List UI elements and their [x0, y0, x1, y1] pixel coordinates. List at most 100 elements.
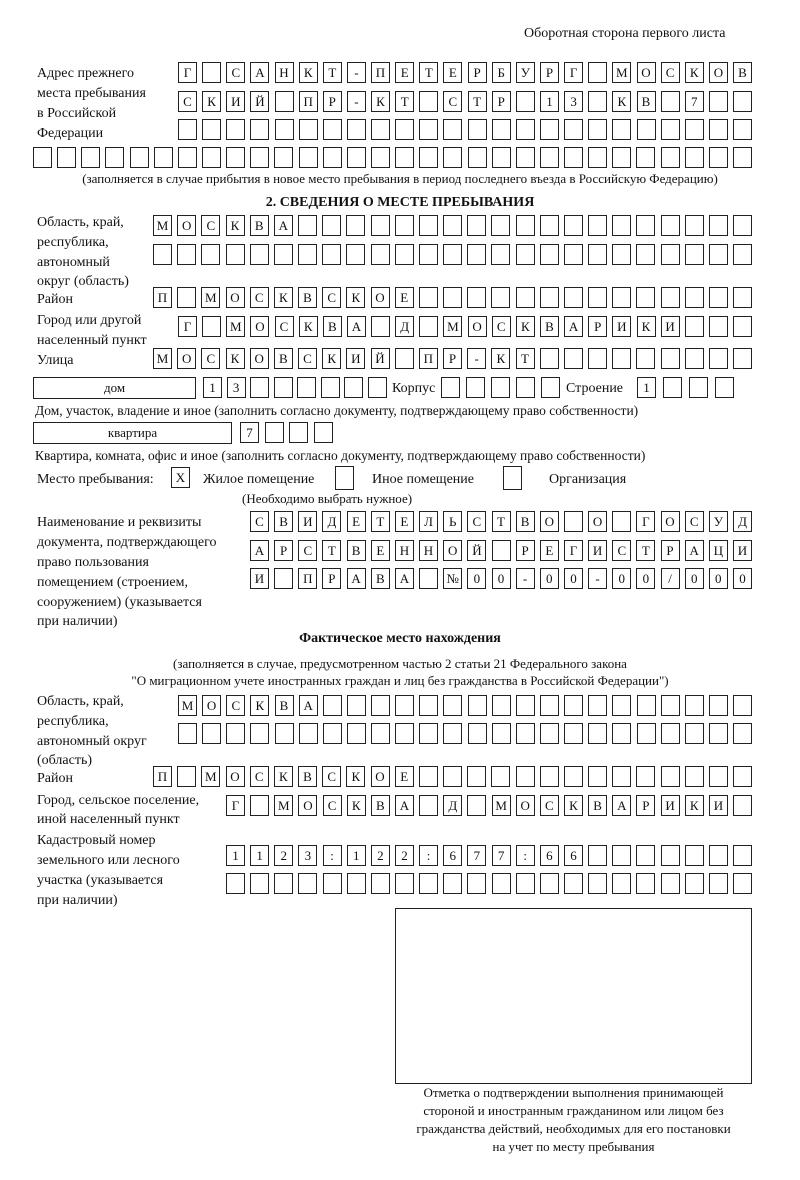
char-box[interactable]: Т — [636, 540, 656, 561]
char-box[interactable] — [708, 287, 728, 308]
char-box[interactable] — [660, 244, 680, 265]
char-box[interactable]: / — [660, 568, 680, 589]
char-box[interactable]: И — [612, 316, 632, 337]
char-box[interactable]: 0 — [467, 568, 487, 589]
char-box[interactable]: С — [178, 91, 197, 112]
char-box[interactable] — [491, 873, 511, 894]
char-box[interactable]: К — [273, 287, 293, 308]
char-box[interactable]: П — [153, 287, 172, 308]
char-box[interactable] — [346, 873, 366, 894]
char-box[interactable] — [733, 695, 752, 716]
char-box[interactable]: Р — [467, 62, 487, 83]
char-box[interactable] — [588, 147, 608, 168]
char-box[interactable] — [541, 377, 560, 398]
char-box[interactable]: И — [708, 795, 728, 816]
char-box[interactable]: К — [684, 62, 704, 83]
char-box[interactable] — [371, 723, 390, 744]
char-box[interactable] — [202, 147, 221, 168]
char-box[interactable] — [467, 723, 487, 744]
char-box[interactable] — [370, 215, 390, 236]
char-box[interactable] — [689, 377, 708, 398]
char-box[interactable] — [419, 873, 439, 894]
char-box[interactable] — [708, 766, 728, 787]
char-box[interactable] — [564, 147, 583, 168]
char-box[interactable] — [443, 215, 462, 236]
char-box[interactable] — [419, 795, 439, 816]
char-box[interactable]: С — [201, 348, 221, 369]
char-box[interactable]: 1 — [203, 377, 222, 398]
char-box[interactable]: В — [370, 795, 390, 816]
char-box[interactable]: Р — [322, 568, 342, 589]
char-box[interactable] — [515, 695, 535, 716]
char-box[interactable]: Т — [370, 511, 390, 532]
char-box[interactable]: Е — [394, 511, 414, 532]
char-box[interactable] — [636, 348, 656, 369]
char-box[interactable]: 2 — [370, 845, 390, 866]
char-box[interactable] — [684, 119, 704, 140]
char-box[interactable] — [371, 695, 390, 716]
char-box[interactable]: 2 — [274, 845, 294, 866]
char-box[interactable]: О — [370, 287, 390, 308]
char-box[interactable]: А — [612, 795, 632, 816]
char-box[interactable] — [226, 119, 246, 140]
char-box[interactable] — [563, 348, 583, 369]
char-box[interactable]: 6 — [564, 845, 583, 866]
char-box[interactable] — [177, 244, 197, 265]
char-box[interactable]: С — [249, 287, 269, 308]
char-box[interactable] — [708, 215, 728, 236]
char-box[interactable] — [419, 316, 439, 337]
char-box[interactable] — [539, 287, 559, 308]
char-box[interactable] — [684, 873, 704, 894]
char-box[interactable]: У — [708, 511, 728, 532]
char-box[interactable] — [202, 119, 222, 140]
char-box[interactable] — [419, 147, 439, 168]
char-box[interactable]: К — [250, 695, 270, 716]
char-box[interactable] — [298, 147, 318, 168]
char-box[interactable]: Г — [564, 540, 583, 561]
char-box[interactable] — [612, 119, 632, 140]
char-box[interactable]: И — [588, 540, 608, 561]
char-box[interactable]: 0 — [612, 568, 632, 589]
char-box[interactable]: Й — [467, 540, 487, 561]
char-box[interactable]: В — [273, 348, 293, 369]
stay-option-checkbox-residential[interactable]: X — [171, 467, 190, 488]
char-box[interactable]: 0 — [684, 568, 704, 589]
char-box[interactable] — [491, 695, 511, 716]
char-box[interactable]: О — [515, 795, 535, 816]
char-box[interactable] — [491, 723, 511, 744]
char-box[interactable]: Е — [539, 540, 559, 561]
char-box[interactable] — [314, 422, 333, 443]
char-box[interactable] — [636, 723, 656, 744]
char-box[interactable]: И — [660, 316, 680, 337]
char-box[interactable] — [515, 91, 535, 112]
char-box[interactable] — [612, 723, 632, 744]
char-box[interactable]: А — [298, 695, 318, 716]
char-box[interactable]: И — [733, 540, 752, 561]
char-box[interactable] — [368, 377, 387, 398]
char-box[interactable] — [563, 244, 583, 265]
char-box[interactable] — [467, 244, 487, 265]
char-box[interactable]: О — [539, 511, 559, 532]
char-box[interactable]: А — [250, 62, 270, 83]
char-box[interactable] — [515, 873, 535, 894]
char-box[interactable]: Е — [346, 511, 366, 532]
char-box[interactable] — [733, 91, 752, 112]
char-box[interactable] — [708, 316, 728, 337]
char-box[interactable] — [563, 287, 583, 308]
char-box[interactable] — [491, 244, 511, 265]
char-box[interactable]: 1 — [250, 845, 270, 866]
char-box[interactable]: С — [226, 695, 246, 716]
char-box[interactable]: А — [395, 795, 414, 816]
char-box[interactable]: К — [322, 348, 342, 369]
char-box[interactable] — [250, 723, 270, 744]
char-box[interactable] — [395, 723, 415, 744]
char-box[interactable]: 3 — [298, 845, 318, 866]
char-box[interactable] — [515, 119, 535, 140]
char-box[interactable]: А — [394, 568, 414, 589]
char-box[interactable]: П — [153, 766, 172, 787]
char-box[interactable] — [298, 873, 318, 894]
char-box[interactable]: Г — [178, 62, 197, 83]
char-box[interactable] — [612, 695, 632, 716]
char-box[interactable] — [33, 147, 52, 168]
char-box[interactable] — [250, 119, 270, 140]
